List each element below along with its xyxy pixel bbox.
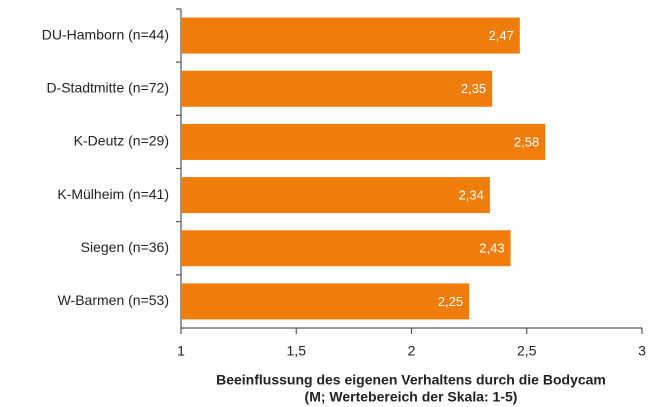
y-tick-label: W-Barmen (n=53)	[58, 292, 169, 308]
value-label: 2,34	[459, 188, 484, 203]
x-tick-label: 1	[177, 343, 185, 359]
y-tick-label: K-Mülheim (n=41)	[57, 186, 169, 202]
bar	[181, 17, 520, 54]
bar	[181, 123, 546, 160]
bar	[181, 70, 493, 107]
x-tick-label: 2	[408, 343, 416, 359]
y-tick-label: DU-Hamborn (n=44)	[42, 26, 169, 42]
y-tick-label: Siegen (n=36)	[81, 239, 169, 255]
value-label: 2,25	[438, 294, 463, 309]
bar	[181, 177, 490, 214]
value-label: 2,35	[461, 81, 486, 96]
x-tick-label: 1,5	[287, 343, 307, 359]
bar	[181, 283, 470, 320]
value-label: 2,43	[479, 241, 504, 256]
bar	[181, 230, 511, 267]
value-label: 2,58	[514, 134, 539, 149]
x-tick-label: 2,5	[517, 343, 537, 359]
x-tick-label: 3	[638, 343, 646, 359]
y-tick-label: K-Deutz (n=29)	[74, 133, 169, 149]
y-tick-label: D-Stadtmitte (n=72)	[46, 79, 169, 95]
x-axis-label: Beeinflussung des eigenen Verhaltens dur…	[216, 372, 606, 388]
x-axis-label: (M; Wertebereich der Skala: 1-5)	[305, 389, 518, 405]
value-label: 2,47	[489, 28, 514, 43]
